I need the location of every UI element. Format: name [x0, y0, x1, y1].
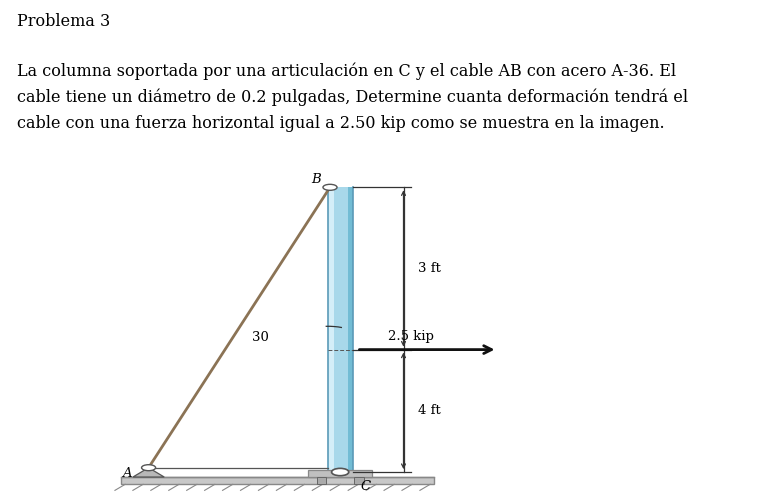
Circle shape	[142, 465, 156, 471]
Bar	[354, 477, 364, 485]
Text: 3 ft: 3 ft	[418, 262, 440, 275]
Bar	[348, 187, 353, 472]
Text: 4 ft: 4 ft	[418, 405, 440, 417]
Text: A: A	[122, 467, 131, 480]
Text: 30: 30	[252, 331, 269, 344]
Bar	[308, 470, 372, 477]
Circle shape	[323, 184, 337, 190]
Text: La columna soportada por una articulación en C y el cable AB con acero A-36. El
: La columna soportada por una articulació…	[17, 62, 688, 132]
Text: C: C	[361, 480, 371, 494]
Circle shape	[332, 468, 349, 476]
Polygon shape	[133, 468, 164, 477]
Text: 2.5 kip: 2.5 kip	[388, 331, 434, 343]
Text: B: B	[311, 172, 321, 186]
Bar	[121, 477, 434, 485]
Bar	[328, 187, 353, 472]
Bar	[328, 187, 334, 472]
Bar	[317, 477, 326, 485]
Text: Problema 3: Problema 3	[17, 13, 110, 30]
